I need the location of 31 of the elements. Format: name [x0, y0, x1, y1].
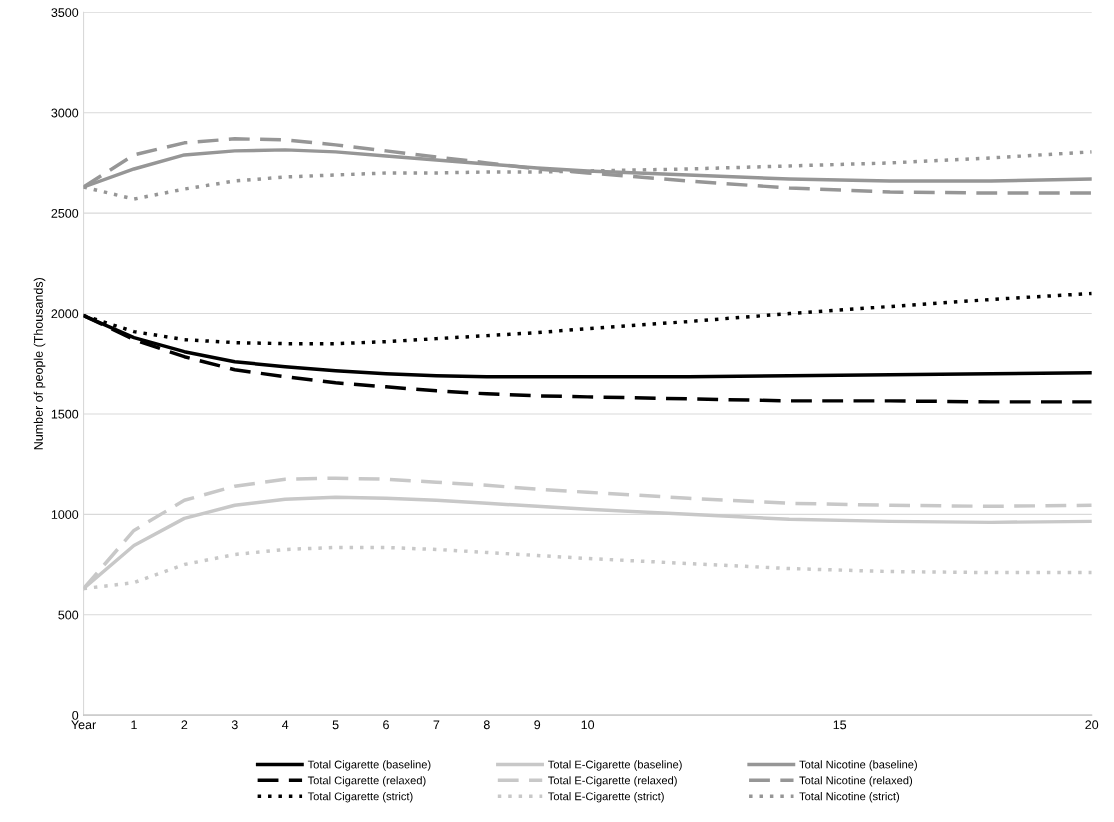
x-tick-label: 8 — [483, 720, 490, 730]
x-tick-label: 10 — [581, 720, 595, 730]
y-tick-label: 2000 — [51, 309, 79, 319]
legend-label: Total Cigarette (relaxed) — [307, 776, 426, 787]
x-tick-label: 9 — [534, 720, 541, 730]
x-tick-label: 7 — [433, 720, 440, 730]
y-axis-title: Number of people (Thousands) — [33, 278, 46, 450]
x-tick-label: 3 — [231, 720, 238, 730]
y-tick-label: 0 — [72, 710, 79, 720]
x-tick-label: 20 — [1085, 720, 1099, 730]
y-tick-label: 1000 — [51, 510, 79, 519]
legend-label: Total E-Cigarette (baseline) — [548, 760, 682, 771]
x-tick-label: 4 — [282, 720, 289, 730]
legend-label: Total Nicotine (baseline) — [799, 760, 917, 771]
legend-label: Total E-Cigarette (relaxed) — [548, 776, 677, 787]
y-tick-label: 2500 — [51, 208, 79, 218]
legend-label: Total E-Cigarette (strict) — [548, 792, 664, 803]
legend-label: Total Nicotine (relaxed) — [799, 776, 913, 787]
x-tick-label: 15 — [833, 720, 847, 730]
y-tick-label: 1500 — [51, 409, 79, 419]
y-tick-label: 3500 — [51, 8, 79, 17]
legend-label: Total Nicotine (strict) — [799, 792, 900, 803]
y-tick-label: 500 — [58, 610, 79, 620]
legend-label: Total Cigarette (strict) — [307, 792, 413, 803]
x-tick-label: 1 — [131, 720, 137, 730]
x-tick-label: 6 — [383, 720, 389, 730]
legend-label: Total Cigarette (baseline) — [307, 760, 431, 771]
y-tick-label: 3000 — [51, 108, 79, 118]
x-tick-label: Year — [71, 720, 96, 730]
x-tick-label: 5 — [332, 720, 339, 730]
x-tick-label: 2 — [181, 720, 188, 730]
